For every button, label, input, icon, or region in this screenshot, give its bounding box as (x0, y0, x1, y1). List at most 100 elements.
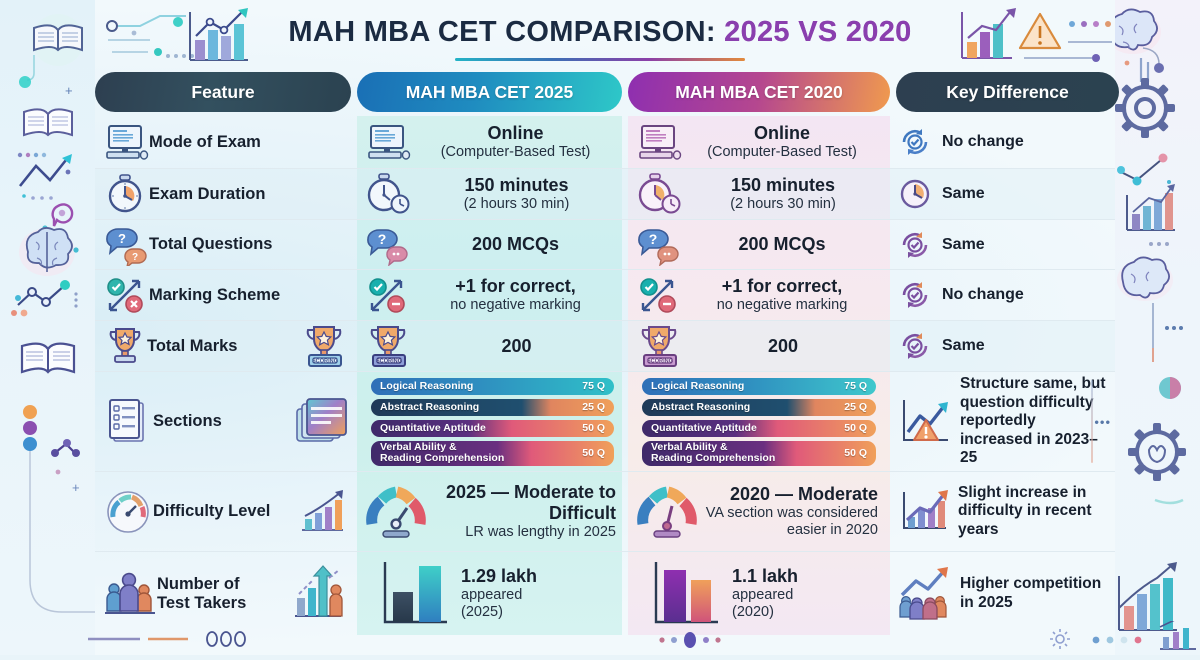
value-primary: 200 (501, 335, 532, 356)
cell-feature: Total Marks SCORING (95, 321, 357, 371)
cell-cet2020: 1.1 lakh appeared (2020) (628, 552, 890, 635)
section-bar: Quantitative Aptitude 50 Q (642, 419, 876, 437)
column-header-cet2025: MAH MBA CET 2025 (357, 72, 622, 112)
value-secondary: VA section was considered easier in 2020 (705, 505, 878, 538)
warning-triangle-icon-top (1018, 12, 1062, 50)
value-primary: 1.1 lakh (732, 566, 799, 587)
table-row: ? ? Total Questions ? 2 (95, 220, 1115, 270)
cell-keydiff: Same (890, 321, 1115, 371)
cell-keydiff: Structure same, but question difficulty … (890, 372, 1115, 471)
trend-warning-icon (898, 394, 954, 450)
sections-bars-2025: Logical Reasoning 75 Q Abstract Reasonin… (367, 373, 618, 471)
gauge-icon (103, 487, 153, 537)
value-primary: Online (753, 123, 810, 144)
section-bar: Logical Reasoning 75 Q (371, 377, 614, 395)
feature-label: Difficulty Level (153, 502, 271, 521)
column-header-feature: Feature (95, 72, 351, 112)
trophy-scoring-icon: SCORING (301, 323, 349, 369)
desktop-computer-icon (636, 122, 682, 162)
feature-label: Total Marks (147, 336, 238, 355)
gauge-icon (365, 484, 427, 540)
stopwatch-icon (365, 172, 413, 216)
cell-feature: ? ? Total Questions (95, 220, 357, 269)
cell-cet2020: 2020 — Moderate VA section was considere… (628, 472, 890, 551)
bottom-decorations (0, 612, 1200, 655)
table-row: Difficulty Level (95, 472, 1115, 552)
question-bubbles-icon: ? (365, 224, 411, 266)
trophy-scoring-icon: SCORING (636, 323, 684, 369)
cell-cet2025: +1 for correct, no negative marking (357, 270, 628, 320)
value-2025: 150 minutes (2 hours 30 min) (413, 175, 620, 213)
mini-bar-chart-icon (1159, 612, 1196, 650)
value-2020: 2020 — Moderate VA section was considere… (698, 484, 882, 539)
value-2020: 200 (684, 336, 882, 357)
value-2020: Online (Computer-Based Test) (682, 123, 882, 161)
value-primary: 200 MCQs (471, 234, 560, 255)
section-bar: Abstract Reasoning 25 Q (642, 398, 876, 416)
bottom-dots-cluster (659, 632, 721, 648)
section-bar: Verbal Ability & Reading Comprehension 5… (371, 440, 614, 466)
section-questions: 25 Q (582, 401, 605, 413)
comparison-table: Feature MAH MBA CET 2025 MAH MBA CET 202… (95, 72, 1119, 635)
value-2020: 1.1 lakh appeared (2020) (728, 566, 882, 621)
check-minus-icon (636, 274, 682, 316)
top-dots-decor (1024, 21, 1112, 62)
spark-icon (1050, 629, 1070, 649)
question-bubbles-icon: ? ? (103, 224, 149, 266)
section-questions: 75 Q (844, 380, 867, 392)
bar-chart-arrow-icon (898, 486, 952, 538)
value-primary: 200 (767, 335, 799, 356)
key-difference-label: Same (942, 235, 985, 253)
column-header-keydiff: Key Difference (896, 72, 1119, 112)
section-name: Logical Reasoning (380, 379, 474, 392)
cell-keydiff: Slight increase in difficulty in recent … (890, 472, 1115, 551)
feature-label: Number of Test Takers (157, 575, 247, 612)
cell-keydiff: Same (890, 220, 1115, 269)
cell-cet2025: ? 200 MCQs (357, 220, 628, 269)
section-name: Abstract Reasoning (651, 400, 751, 413)
cell-feature: Sections (95, 372, 357, 471)
cell-cet2020: Online (Computer-Based Test) (628, 116, 890, 168)
section-bar: Logical Reasoning 75 Q (642, 377, 876, 395)
value-secondary: (2 hours 30 min) (730, 196, 836, 213)
column-header-cet2020: MAH MBA CET 2020 (628, 72, 890, 112)
section-bar: Verbal Ability & Reading Comprehension 5… (642, 440, 876, 466)
cell-cet2025: 1.29 lakh appeared (2025) (357, 552, 628, 635)
value-2020: 200 MCQs (682, 234, 882, 255)
cell-feature: Number of Test Takers (95, 552, 357, 635)
check-cross-icon (103, 274, 149, 316)
table-row: Exam Duration 150 minutes (95, 169, 1115, 220)
value-2020: 150 minutes (2 hours 30 min) (684, 175, 882, 213)
refresh-check-icon (898, 125, 932, 159)
section-name: Logical Reasoning (651, 379, 745, 392)
feature-label: Sections (153, 412, 222, 431)
desktop-computer-icon (365, 122, 411, 162)
page-title-main: MAH MBA CET COMPARISON: (288, 16, 725, 48)
key-difference-label: Same (942, 337, 985, 355)
divider (1091, 380, 1093, 463)
section-questions: 25 Q (844, 401, 867, 413)
people-group-icon (103, 567, 157, 621)
feature-label: Total Questions (149, 235, 273, 254)
value-primary: 200 MCQs (738, 234, 826, 255)
feature-label: Exam Duration (149, 184, 266, 203)
section-bar: Abstract Reasoning 25 Q (371, 398, 614, 416)
stacked-cards-icon (293, 393, 349, 451)
section-questions: 50 Q (844, 422, 867, 434)
title-bar-chart-icon-left (189, 8, 248, 61)
value-secondary: (Computer-Based Test) (440, 144, 591, 161)
section-questions: 50 Q (582, 447, 605, 459)
title-underline (455, 58, 745, 61)
question-bubbles-icon: ? (636, 224, 682, 266)
cell-keydiff: No change (890, 270, 1115, 320)
trophy-icon (103, 324, 147, 368)
value-secondary: no negative marking (716, 297, 848, 314)
table-row: Sections Logical Reas (95, 372, 1115, 472)
cell-keydiff: Higher competition in 2025 (890, 552, 1115, 635)
table-row: Mode of Exam Online (Computer-Based Test… (95, 116, 1115, 169)
value-secondary: (Computer-Based Test) (707, 144, 857, 161)
section-questions: 50 Q (582, 422, 605, 434)
value-secondary: appeared (2020) (732, 587, 794, 620)
svg-text:SCORING: SCORING (647, 358, 673, 364)
feature-label: Mode of Exam (149, 132, 261, 151)
